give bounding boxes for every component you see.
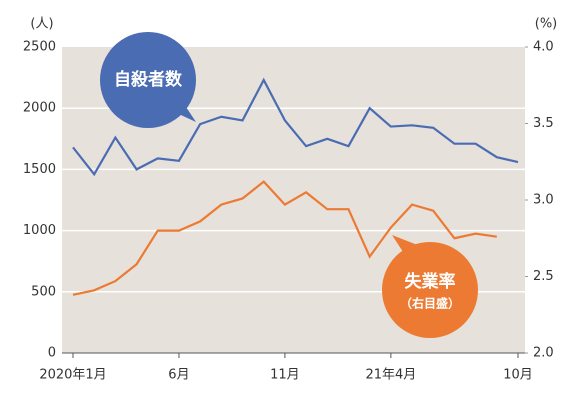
y-tick-label: 1000 — [23, 223, 56, 238]
legend-bubble — [100, 32, 196, 128]
y-tick-label: 0 — [48, 346, 56, 361]
y2-tick-label: 2.0 — [533, 346, 554, 361]
y2-tick-label: 4.0 — [533, 40, 554, 55]
x-tick-label: 21年4月 — [365, 368, 416, 383]
y-tick-label: 500 — [31, 284, 56, 299]
x-tick-label: 11月 — [270, 368, 300, 383]
x-tick-label: 6月 — [168, 368, 189, 383]
y2-tick-label: 2.5 — [533, 269, 554, 284]
series-line — [72, 180, 497, 296]
legend-bubble-tail — [392, 235, 420, 255]
series-line — [72, 77, 519, 177]
x-tick-label: 2020年1月 — [39, 368, 106, 383]
legend-label: 自殺者数 — [114, 69, 183, 90]
y2-tick-label: 3.5 — [533, 116, 554, 131]
y2-axis-label: (%) — [535, 17, 558, 32]
legend-bubble — [382, 242, 478, 338]
legend-note: （右目盛） — [400, 296, 460, 311]
y-tick-label: 2500 — [23, 40, 56, 55]
legend-label: 失業率 — [405, 271, 456, 292]
x-tick-label: 10月 — [503, 368, 533, 383]
y-tick-label: 2000 — [23, 101, 56, 116]
y2-tick-label: 3.0 — [533, 193, 554, 208]
y-tick-label: 1500 — [23, 162, 56, 177]
legend-bubble-tail — [170, 98, 196, 122]
y-axis-label: (人) — [30, 17, 53, 32]
